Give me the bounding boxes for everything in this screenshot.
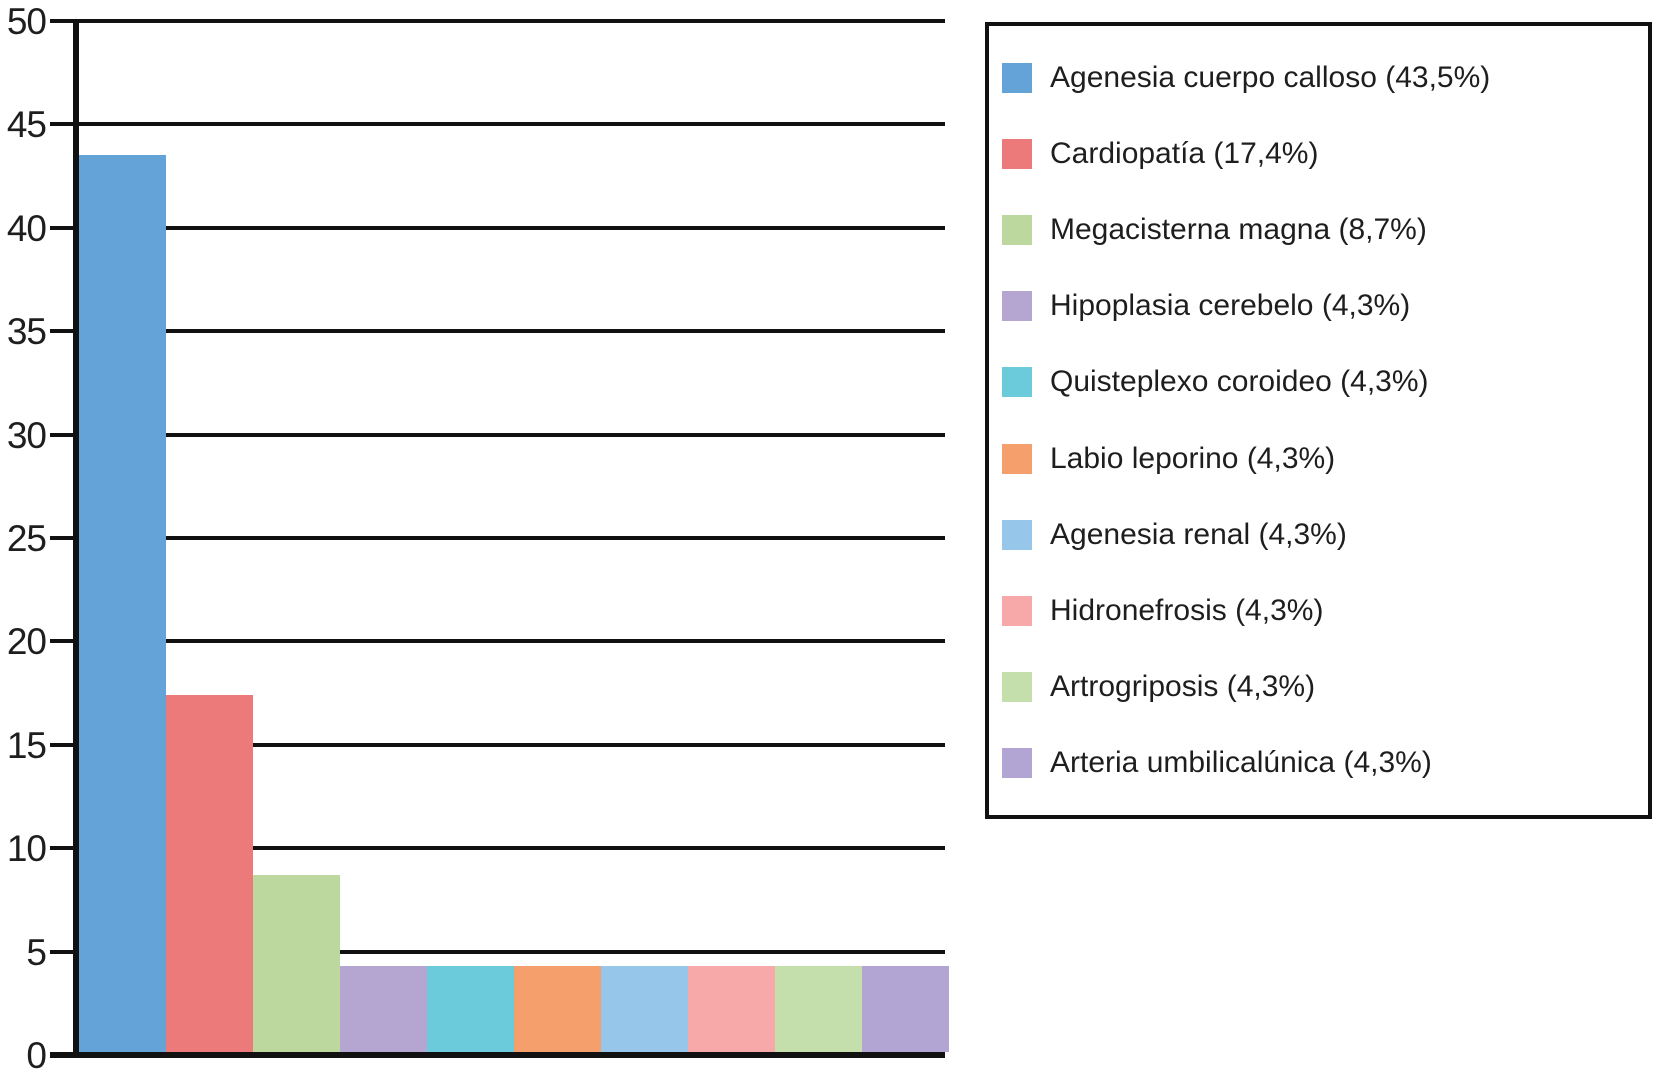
legend-item-label: Cardiopatía (17,4%): [1050, 137, 1319, 171]
legend-swatch: [1002, 443, 1032, 474]
bar: [427, 966, 514, 1052]
gridline: [76, 329, 945, 334]
bar: [862, 966, 949, 1052]
legend-item: Cardiopatía (17,4%): [989, 137, 1648, 171]
y-tick-label: 30: [6, 414, 47, 456]
bar: [775, 966, 862, 1052]
gridline: [76, 19, 945, 23]
gridline: [76, 949, 945, 954]
y-tick-mark: [50, 742, 80, 747]
gridline: [76, 432, 945, 437]
y-tick-mark: [50, 329, 80, 334]
legend-swatch: [1002, 291, 1032, 322]
legend-item-label: Hidronefrosis (4,3%): [1050, 593, 1324, 627]
y-tick-label: 50: [6, 1, 47, 42]
y-tick-mark: [50, 949, 80, 954]
y-tick-mark: [50, 639, 80, 644]
legend: Agenesia cuerpo calloso (43,5%) Cardiopat…: [985, 22, 1652, 819]
y-tick-mark: [50, 122, 80, 127]
y-tick-mark: [50, 19, 80, 23]
legend-swatch: [1002, 519, 1032, 550]
legend-item: Arteria umbilicalúnica (4,3%): [989, 746, 1648, 780]
bar: [340, 966, 427, 1052]
legend-swatch: [1002, 139, 1032, 170]
gridline: [76, 122, 945, 127]
y-tick-mark: [50, 846, 80, 851]
legend-item-label: Hipoplasia cerebelo (4,3%): [1050, 289, 1411, 323]
legend-item: Hipoplasia cerebelo (4,3%): [989, 289, 1648, 323]
y-tick-label: 10: [6, 828, 47, 870]
legend-swatch: [1002, 367, 1032, 398]
gridline: [76, 742, 945, 747]
bar: [253, 875, 340, 1052]
bar: [79, 155, 166, 1052]
y-tick-label: 35: [6, 311, 47, 353]
y-tick-label: 25: [6, 518, 47, 559]
legend-item-label: Quisteplexo coroideo (4,3%): [1050, 365, 1429, 399]
bar: [688, 966, 775, 1052]
legend-item-label: Labio leporino (4,3%): [1050, 441, 1336, 475]
legend-item-label: Agenesia cuerpo calloso (43,5%): [1050, 61, 1491, 95]
legend-swatch: [1002, 747, 1032, 778]
legend-item: Agenesia renal (4,3%): [989, 518, 1648, 552]
legend-swatch: [1002, 671, 1032, 702]
legend-item: Quisteplexo coroideo (4,3%): [989, 365, 1648, 399]
gridline: [76, 639, 945, 644]
legend-item: Labio leporino (4,3%): [989, 442, 1648, 476]
legend-item: Megacisterna magna (8,7%): [989, 213, 1648, 247]
gridline: [76, 536, 945, 540]
legend-item: Agenesia cuerpo calloso (43,5%): [989, 61, 1648, 95]
legend-swatch: [1002, 63, 1032, 94]
y-axis-line: [73, 19, 79, 1058]
x-axis-line: [50, 1052, 945, 1058]
y-tick-label: 40: [6, 207, 47, 249]
y-tick-label: 45: [6, 104, 47, 146]
legend-swatch: [1002, 595, 1032, 626]
legend-item: Hidronefrosis (4,3%): [989, 594, 1648, 628]
legend-item-label: Arteria umbilicalúnica (4,3%): [1050, 745, 1432, 779]
y-tick-label: 15: [6, 724, 47, 766]
legend-swatch: [1002, 215, 1032, 246]
legend-item-label: Megacisterna magna (8,7%): [1050, 213, 1427, 247]
gridline: [76, 846, 945, 851]
bar: [166, 695, 253, 1052]
legend-item: Artrogriposis (4,3%): [989, 670, 1648, 704]
y-tick-label: 0: [26, 1035, 47, 1076]
y-tick-mark: [50, 225, 80, 230]
legend-item-label: Artrogriposis (4,3%): [1050, 669, 1316, 703]
y-tick-mark: [50, 536, 80, 540]
y-tick-label: 20: [6, 621, 47, 663]
legend-item-label: Agenesia renal (4,3%): [1050, 517, 1347, 551]
bar: [514, 966, 601, 1052]
bar: [601, 966, 688, 1052]
gridline: [76, 225, 945, 230]
y-tick-mark: [50, 432, 80, 437]
y-tick-label: 5: [26, 931, 47, 973]
